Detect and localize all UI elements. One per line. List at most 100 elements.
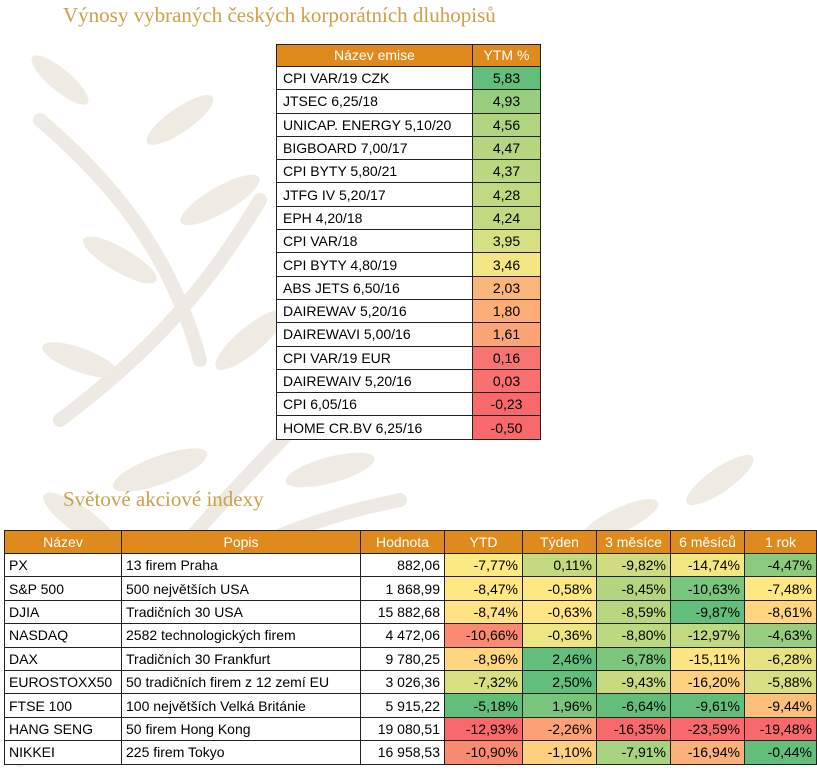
table-row: HANG SENG 50 firem Hong Kong 19 080,51 -12,…	[4, 716, 817, 742]
one-year-cell: -19,48%	[744, 716, 817, 742]
table-row: UNICAP. ENERGY 5,10/20 4,56	[276, 112, 541, 137]
index-description-cell: Tradičních 30 Frankfurt	[121, 646, 361, 671]
index-value-cell: 3 026,36	[360, 669, 445, 695]
table-row: JTFG IV 5,20/17 4,28	[276, 182, 541, 207]
bond-name-cell: DAIREWAVI 5,00/16	[276, 322, 473, 347]
bond-name-cell: CPI BYTY 4,80/19	[276, 252, 473, 277]
bonds-table: Název emise YTM % CPI VAR/19 CZK 5,83 JTSE…	[276, 44, 541, 440]
bond-ytm-cell: 2,03	[472, 275, 541, 300]
six-months-cell: -16,20%	[670, 669, 745, 695]
bond-name-cell: CPI VAR/19 EUR	[276, 345, 473, 370]
header-ytd: YTD	[444, 530, 523, 554]
table-row: EPH 4,20/18 4,24	[276, 205, 541, 231]
header-6-months: 6 měsíců	[670, 530, 745, 554]
header-week: Týden	[522, 530, 597, 554]
table-row: DAIREWAIV 5,20/16 0,03	[276, 368, 541, 394]
one-year-cell: -0,44%	[744, 740, 817, 765]
bond-ytm-cell: 4,47	[472, 135, 541, 161]
bonds-title: Výnosy vybraných českých korporátních dl…	[63, 3, 496, 27]
table-row: ABS JETS 6,50/16 2,03	[276, 275, 541, 300]
ytd-cell: -8,47%	[444, 576, 523, 601]
bond-ytm-cell: 4,93	[472, 89, 541, 114]
header-value: Hodnota	[360, 530, 445, 554]
table-row: PX 13 firem Praha 882,06 -7,77% 0,11% -9,82% -…	[4, 552, 817, 578]
index-value-cell: 5 915,22	[360, 693, 445, 718]
index-value-cell: 882,06	[360, 552, 445, 578]
bond-ytm-cell: 4,28	[472, 182, 541, 207]
bond-name-cell: UNICAP. ENERGY 5,10/20	[276, 112, 473, 137]
week-cell: -0,36%	[522, 623, 597, 648]
index-description-cell: 225 firem Tokyo	[121, 740, 361, 765]
one-year-cell: -7,48%	[744, 576, 817, 601]
header-name: Název	[4, 530, 122, 554]
bond-ytm-cell: 4,24	[472, 205, 541, 231]
three-months-cell: -6,78%	[596, 646, 671, 671]
three-months-cell: -16,35%	[596, 716, 671, 742]
bond-name-cell: BIGBOARD 7,00/17	[276, 135, 473, 161]
six-months-cell: -14,74%	[670, 552, 745, 578]
table-row: NASDAQ 2582 technologických firem 4 472,06…	[4, 623, 817, 648]
index-value-cell: 15 882,68	[360, 599, 445, 625]
ytd-cell: -7,77%	[444, 552, 523, 578]
table-row: DAX Tradičních 30 Frankfurt 9 780,25 -8,96%…	[4, 646, 817, 671]
table-row: DAIREWAVI 5,00/16 1,61	[276, 322, 541, 347]
table-row: JTSEC 6,25/18 4,93	[276, 89, 541, 114]
bond-ytm-cell: -0,50	[472, 415, 541, 440]
index-name-cell: S&P 500	[4, 576, 122, 601]
index-description-cell: 500 největších USA	[121, 576, 361, 601]
bonds-header-row: Název emise YTM %	[276, 44, 541, 67]
bond-ytm-cell: -0,23	[472, 392, 541, 417]
one-year-cell: -8,61%	[744, 599, 817, 625]
bond-ytm-cell: 3,95	[472, 229, 541, 254]
bond-name-cell: JTSEC 6,25/18	[276, 89, 473, 114]
bond-ytm-cell: 4,37	[472, 159, 541, 184]
bond-name-cell: DAIREWAV 5,20/16	[276, 298, 473, 324]
stock-index-table: Název Popis Hodnota YTD Týden 3 měsíce 6…	[4, 530, 817, 765]
three-months-cell: -6,64%	[596, 693, 671, 718]
table-row: S&P 500 500 největších USA 1 868,99 -8,47% -…	[4, 576, 817, 601]
week-cell: 0,11%	[522, 552, 597, 578]
bond-name-cell: CPI VAR/19 CZK	[276, 65, 473, 91]
ytd-cell: -10,66%	[444, 623, 523, 648]
header-1-year: 1 rok	[744, 530, 817, 554]
header-ytm: YTM %	[472, 44, 541, 67]
bond-ytm-cell: 1,80	[472, 298, 541, 324]
week-cell: 2,50%	[522, 669, 597, 695]
index-description-cell: 2582 technologických firem	[121, 623, 361, 648]
stocks-title: Světové akciové indexy	[63, 487, 264, 511]
table-row: BIGBOARD 7,00/17 4,47	[276, 135, 541, 161]
bond-name-cell: CPI VAR/18	[276, 229, 473, 254]
index-description-cell: 100 největších Velká Británie	[121, 693, 361, 718]
week-cell: -0,58%	[522, 576, 597, 601]
six-months-cell: -15,11%	[670, 646, 745, 671]
table-row: CPI VAR/19 EUR 0,16	[276, 345, 541, 370]
stocks-header-row: Název Popis Hodnota YTD Týden 3 měsíce 6…	[4, 530, 817, 554]
index-value-cell: 1 868,99	[360, 576, 445, 601]
six-months-cell: -9,87%	[670, 599, 745, 625]
ytd-cell: -8,96%	[444, 646, 523, 671]
table-row: CPI 6,05/16 -0,23	[276, 392, 541, 417]
index-name-cell: FTSE 100	[4, 693, 122, 718]
bond-ytm-cell: 3,46	[472, 252, 541, 277]
bond-name-cell: ABS JETS 6,50/16	[276, 275, 473, 300]
table-row: EUROSTOXX50 50 tradičních firem z 12 zemí…	[4, 669, 817, 695]
week-cell: 1,96%	[522, 693, 597, 718]
bond-ytm-cell: 5,83	[472, 65, 541, 91]
index-name-cell: DJIA	[4, 599, 122, 625]
table-row: FTSE 100 100 největších Velká Británie 5 9…	[4, 693, 817, 718]
bond-ytm-cell: 0,16	[472, 345, 541, 370]
index-name-cell: NIKKEI	[4, 740, 122, 765]
table-row: CPI VAR/19 CZK 5,83	[276, 65, 541, 91]
week-cell: 2,46%	[522, 646, 597, 671]
week-cell: -2,26%	[522, 716, 597, 742]
bond-ytm-cell: 1,61	[472, 322, 541, 347]
table-row: DAIREWAV 5,20/16 1,80	[276, 298, 541, 324]
ytd-cell: -7,32%	[444, 669, 523, 695]
index-description-cell: 50 tradičních firem z 12 zemí EU	[121, 669, 361, 695]
six-months-cell: -12,97%	[670, 623, 745, 648]
header-issue-name: Název emise	[276, 44, 473, 67]
ytd-cell: -10,90%	[444, 740, 523, 765]
bond-name-cell: HOME CR.BV 6,25/16	[276, 415, 473, 440]
three-months-cell: -7,91%	[596, 740, 671, 765]
table-row: DJIA Tradičních 30 USA 15 882,68 -8,74% -0,6…	[4, 599, 817, 625]
